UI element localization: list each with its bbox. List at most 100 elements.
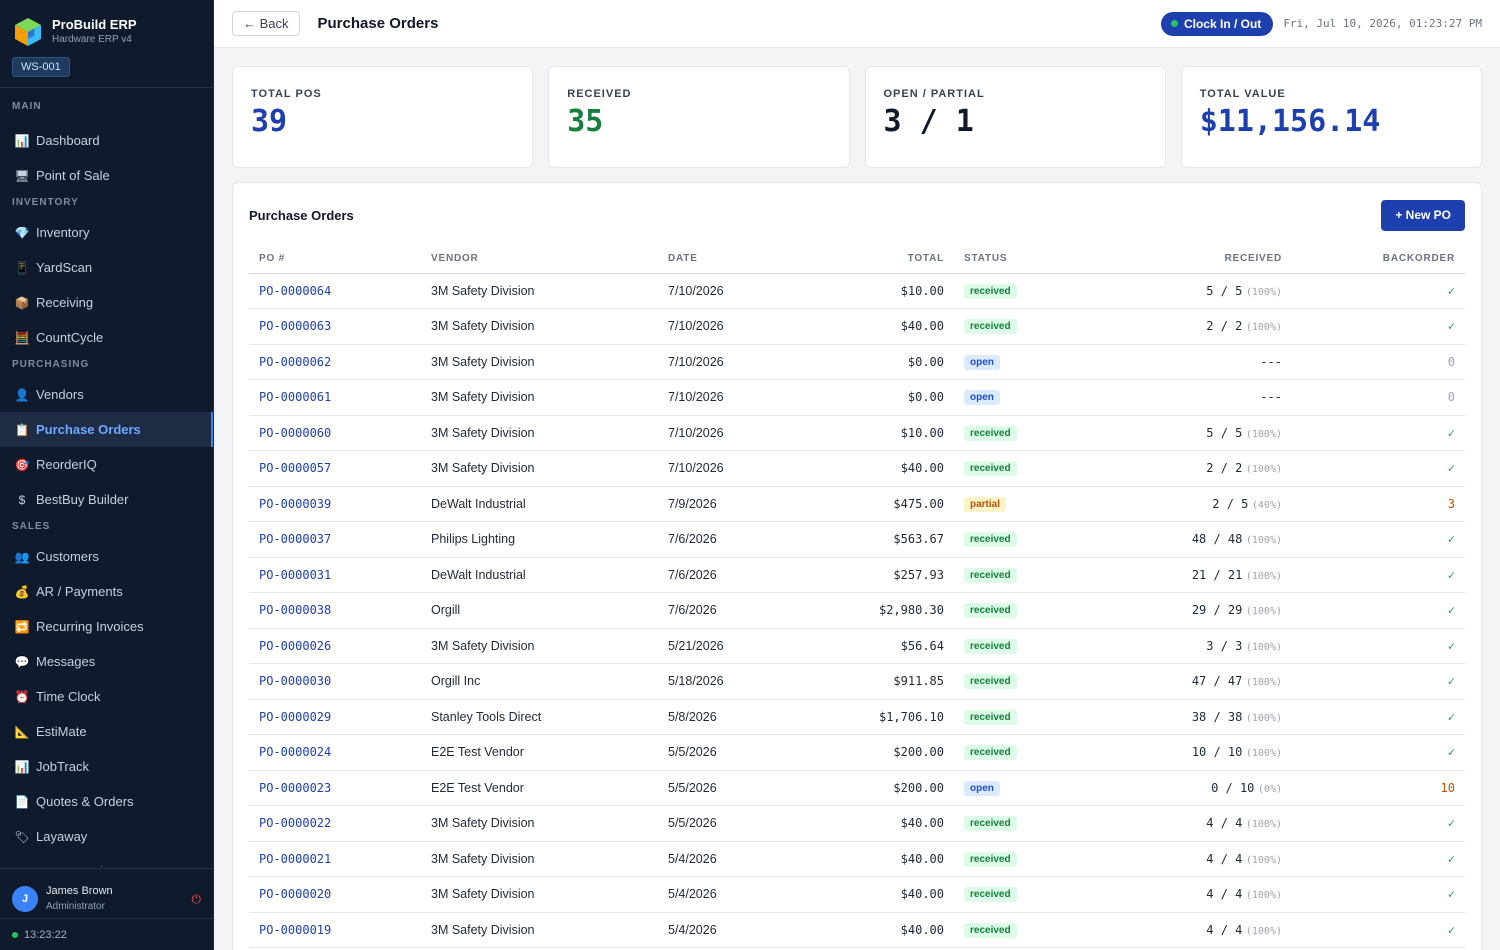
sidebar-item-inventory[interactable]: 💎 Inventory — [0, 215, 213, 250]
table-row[interactable]: PO-0000037 Philips Lighting 7/6/2026 $56… — [249, 521, 1465, 558]
power-icon[interactable]: ⏻ — [191, 891, 202, 906]
po-number-link[interactable]: PO-0000064 — [259, 283, 332, 298]
sidebar-item-sourcedesk[interactable]: 📂 SourceDesk — [0, 854, 213, 867]
po-number-link[interactable]: PO-0000063 — [259, 319, 332, 334]
po-number-link[interactable]: PO-0000022 — [259, 816, 332, 831]
column-header-backorder[interactable]: BACKORDER — [1292, 245, 1465, 274]
po-number-link[interactable]: PO-0000024 — [259, 745, 332, 760]
column-header-date[interactable]: DATE — [658, 245, 778, 274]
table-row[interactable]: PO-0000060 3M Safety Division 7/10/2026 … — [249, 415, 1465, 451]
po-number-link[interactable]: PO-0000039 — [259, 496, 332, 511]
po-number-link[interactable]: PO-0000029 — [259, 709, 332, 724]
table-row[interactable]: PO-0000057 3M Safety Division 7/10/2026 … — [249, 450, 1465, 487]
sidebar-item-ar-payments[interactable]: 💰 AR / Payments — [0, 574, 213, 609]
sidebar-item-yardscan[interactable]: 📱 YardScan — [0, 250, 213, 285]
table-row[interactable]: PO-0000063 3M Safety Division 7/10/2026 … — [249, 308, 1465, 345]
table-row[interactable]: PO-0000062 3M Safety Division 7/10/2026 … — [249, 344, 1465, 380]
po-number-link[interactable]: PO-0000057 — [259, 461, 332, 476]
sidebar-item-time-clock[interactable]: ⏰ Time Clock — [0, 679, 213, 714]
po-number-link[interactable]: PO-0000019 — [259, 922, 332, 937]
sidebar-item-quotes-orders[interactable]: 📄 Quotes & Orders — [0, 784, 213, 819]
back-button[interactable]: ← Back — [232, 11, 300, 36]
status-badge: received — [964, 283, 1017, 299]
received-percent: (100%) — [1245, 286, 1282, 298]
sidebar-item-label: Dashboard — [36, 133, 100, 148]
money-bag-icon: 💰 — [14, 584, 30, 599]
document-icon: 📄 — [14, 794, 30, 809]
column-header-status[interactable]: STATUS — [954, 245, 1074, 274]
sidebar-item-reorderiq[interactable]: 🎯 ReorderIQ — [0, 447, 213, 482]
backorder-cell: 0 — [1292, 344, 1465, 380]
sidebar-item-messages[interactable]: 💬 Messages — [0, 644, 213, 679]
table-row[interactable]: PO-0000029 Stanley Tools Direct 5/8/2026… — [249, 699, 1465, 735]
sidebar: ProBuild ERP Hardware ERP v4 WS-001 MAIN… — [0, 0, 214, 950]
sidebar-item-bestbuy-builder[interactable]: $ BestBuy Builder — [0, 482, 213, 517]
sidebar-item-point-of-sale[interactable]: 🖥 Point of Sale — [0, 158, 213, 193]
po-number-link[interactable]: PO-0000030 — [259, 674, 332, 689]
vendor-cell: DeWalt Industrial — [421, 557, 658, 593]
po-number-link[interactable]: PO-0000038 — [259, 603, 332, 618]
user-profile[interactable]: J James Brown Administrator ⏻ — [0, 869, 213, 919]
sidebar-item-jobtrack[interactable]: 📊 JobTrack — [0, 749, 213, 784]
total-cell: $200.00 — [778, 770, 954, 806]
total-cell: $40.00 — [778, 450, 954, 487]
table-row[interactable]: PO-0000023 E2E Test Vendor 5/5/2026 $200… — [249, 770, 1465, 806]
brand[interactable]: ProBuild ERP Hardware ERP v4 — [0, 0, 213, 50]
date-cell: 7/9/2026 — [658, 486, 778, 522]
po-number-link[interactable]: PO-0000060 — [259, 425, 332, 440]
table-row[interactable]: PO-0000021 3M Safety Division 5/4/2026 $… — [249, 841, 1465, 877]
status-badge: received — [964, 816, 1017, 832]
po-number-link[interactable]: PO-0000020 — [259, 887, 332, 902]
new-po-button[interactable]: + New PO — [1381, 199, 1465, 231]
backorder-cell: ✓ — [1292, 592, 1465, 629]
sidebar-item-countcycle[interactable]: 🧮 CountCycle — [0, 320, 213, 355]
table-row[interactable]: PO-0000020 3M Safety Division 5/4/2026 $… — [249, 876, 1465, 913]
sidebar-item-estimate[interactable]: 📐 EstiMate — [0, 714, 213, 749]
sidebar-item-purchase-orders[interactable]: 📋 Purchase Orders — [0, 412, 213, 447]
table-row[interactable]: PO-0000064 3M Safety Division 7/10/2026 … — [249, 273, 1465, 309]
sidebar-item-receiving[interactable]: 📦 Receiving — [0, 285, 213, 320]
clock-in-out-button[interactable]: Clock In / Out — [1160, 11, 1274, 36]
column-header-po[interactable]: PO # — [249, 245, 421, 274]
sidebar-item-customers[interactable]: 👥 Customers — [0, 539, 213, 574]
status-badge: received — [964, 425, 1017, 441]
table-row[interactable]: PO-0000031 DeWalt Industrial 7/6/2026 $2… — [249, 557, 1465, 593]
page-title: Purchase Orders — [317, 15, 439, 32]
column-header-total[interactable]: TOTAL — [778, 245, 954, 274]
table-row[interactable]: PO-0000061 3M Safety Division 7/10/2026 … — [249, 379, 1465, 416]
po-number-link[interactable]: PO-0000026 — [259, 638, 332, 653]
column-header-vendor[interactable]: VENDOR — [421, 245, 658, 274]
table-row[interactable]: PO-0000026 3M Safety Division 5/21/2026 … — [249, 628, 1465, 664]
po-number-link[interactable]: PO-0000062 — [259, 354, 332, 369]
total-cell: $475.00 — [778, 486, 954, 522]
table-row[interactable]: PO-0000019 3M Safety Division 5/4/2026 $… — [249, 912, 1465, 948]
vendor-cell: 3M Safety Division — [421, 841, 658, 877]
sidebar-item-vendors[interactable]: 👤 Vendors — [0, 377, 213, 412]
clock-status-icon — [1170, 20, 1178, 27]
po-number-link[interactable]: PO-0000037 — [259, 532, 332, 547]
table-row[interactable]: PO-0000038 Orgill 7/6/2026 $2,980.30 rec… — [249, 592, 1465, 629]
received-count: --- — [1260, 354, 1282, 369]
sidebar-item-label: Inventory — [36, 225, 90, 240]
po-number-link[interactable]: PO-0000031 — [259, 567, 332, 582]
po-number-link[interactable]: PO-0000023 — [259, 780, 332, 795]
sidebar-item-label: Quotes & Orders — [36, 794, 134, 809]
stat-value: 35 — [567, 104, 604, 139]
sidebar-item-recurring-invoices[interactable]: 🔁 Recurring Invoices — [0, 609, 213, 644]
table-row[interactable]: PO-0000030 Orgill Inc 5/18/2026 $911.85 … — [249, 663, 1465, 700]
user-name: James Brown — [46, 885, 113, 897]
sidebar-item-label: JobTrack — [36, 759, 89, 774]
table-row[interactable]: PO-0000039 DeWalt Industrial 7/9/2026 $4… — [249, 486, 1465, 522]
po-number-link[interactable]: PO-0000021 — [259, 851, 332, 866]
sidebar-item-dashboard[interactable]: 📊 Dashboard — [0, 123, 213, 158]
vendor-cell: 3M Safety Division — [421, 628, 658, 664]
table-row[interactable]: PO-0000022 3M Safety Division 5/5/2026 $… — [249, 805, 1465, 842]
column-header-received[interactable]: RECEIVED — [1074, 245, 1292, 274]
sidebar-item-layaway[interactable]: 🏷 Layaway — [0, 819, 213, 854]
total-cell: $40.00 — [778, 308, 954, 345]
sidebar-clock-time: 13:23:22 — [24, 929, 67, 941]
table-header-row: PO # VENDOR DATE TOTAL STATUS RECEIVED B… — [249, 245, 1465, 274]
date-cell: 7/10/2026 — [658, 450, 778, 487]
table-row[interactable]: PO-0000024 E2E Test Vendor 5/5/2026 $200… — [249, 734, 1465, 771]
po-number-link[interactable]: PO-0000061 — [259, 390, 332, 405]
